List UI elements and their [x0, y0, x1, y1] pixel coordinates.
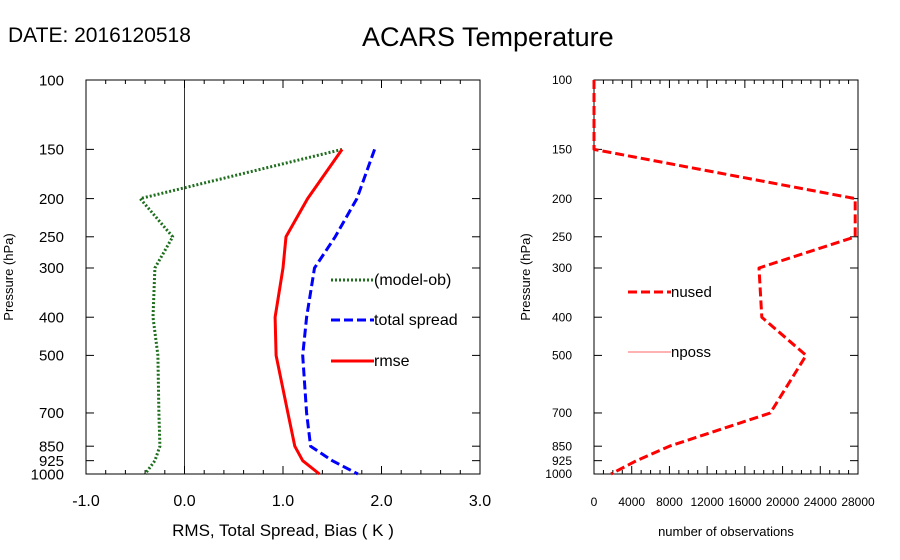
- x-tick-label: 0.0: [173, 493, 195, 510]
- x-tick-label: 8000: [656, 495, 683, 509]
- legend-label: (model-ob): [374, 272, 451, 289]
- y-tick-label: 400: [39, 309, 64, 326]
- x-tick-label: 4000: [618, 495, 645, 509]
- y-tick-label: 150: [39, 142, 64, 159]
- date-label: DATE: 2016120518: [8, 24, 191, 47]
- x-tick-label: 12000: [690, 495, 724, 509]
- series-line-totalspread: [301, 148, 377, 476]
- y-tick-label: 100: [552, 73, 572, 87]
- x-tick-label: 0: [591, 495, 598, 509]
- y-tick-label: 500: [552, 349, 572, 363]
- y-tick-label: 300: [552, 261, 572, 275]
- legend-label: total spread: [374, 312, 458, 329]
- y-tick-label: 100: [39, 72, 64, 89]
- y-tick-label: 1000: [545, 467, 572, 481]
- x-tick-label: 2.0: [370, 493, 392, 510]
- chart-title: ACARS Temperature: [362, 22, 614, 52]
- y-tick-label: 500: [39, 348, 64, 365]
- y-tick-label: 400: [552, 310, 572, 324]
- stats-panel-x-axis-label: RMS, Total Spread, Bias ( K ): [172, 521, 394, 540]
- x-tick-label: 1.0: [272, 493, 294, 510]
- y-tick-label: 700: [552, 406, 572, 420]
- legend-label: nposs: [671, 344, 711, 361]
- x-tick-label: 20000: [766, 495, 800, 509]
- y-tick-label: 300: [39, 260, 64, 277]
- series-line-nused: [592, 80, 857, 476]
- counts-panel-y-axis-label: Pressure (hPa): [518, 233, 533, 320]
- y-tick-label: 200: [552, 192, 572, 206]
- legend-label: rmse: [374, 353, 410, 370]
- y-tick-label: 925: [552, 454, 572, 468]
- x-tick-label: 16000: [728, 495, 762, 509]
- y-tick-label: 850: [39, 438, 64, 455]
- counts-panel-x-axis-label: number of observations: [658, 524, 794, 539]
- x-tick-label: 3.0: [469, 493, 491, 510]
- y-tick-label: 200: [39, 191, 64, 208]
- y-tick-label: 150: [552, 143, 572, 157]
- y-tick-label: 1000: [31, 466, 64, 483]
- y-tick-label: 925: [39, 453, 64, 470]
- y-tick-label: 700: [39, 405, 64, 422]
- legend-label: nused: [671, 284, 712, 301]
- series-line-rmse: [273, 148, 344, 476]
- series-line-modelob: [138, 147, 343, 475]
- counts-panel-frame: [593, 79, 859, 475]
- y-tick-label: 850: [552, 439, 572, 453]
- x-tick-label: 24000: [804, 495, 838, 509]
- x-tick-label: 28000: [841, 495, 875, 509]
- y-tick-label: 250: [552, 230, 572, 244]
- y-tick-label: 250: [39, 229, 64, 246]
- x-tick-label: -1.0: [72, 493, 100, 510]
- stats-panel-y-axis-label: Pressure (hPa): [1, 233, 16, 320]
